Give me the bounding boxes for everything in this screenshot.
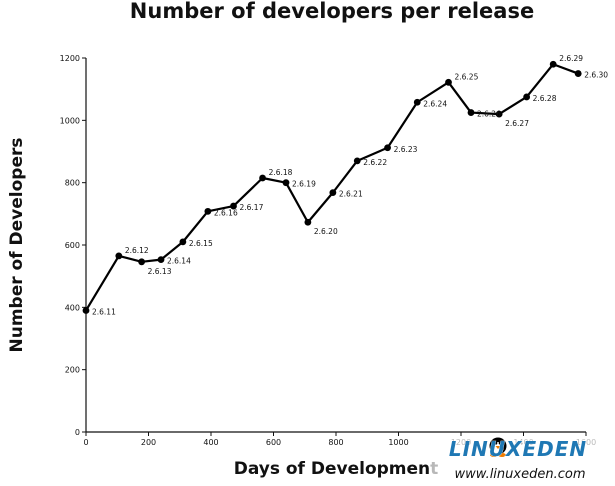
y-tick-label: 600 — [65, 241, 80, 250]
data-point-label: 2.6.29 — [559, 54, 583, 63]
x-tick-label: 0 — [83, 438, 88, 447]
series-layer — [85, 63, 579, 312]
data-point-label: 2.6.30 — [584, 71, 608, 80]
data-point-label: 2.6.20 — [314, 227, 338, 236]
data-point-label: 2.6.17 — [240, 203, 264, 212]
data-point — [329, 189, 337, 197]
data-point — [353, 157, 361, 165]
data-point — [523, 93, 531, 101]
data-point-label: 2.6.28 — [533, 94, 557, 103]
data-point — [138, 258, 146, 266]
data-point-label: 2.6.25 — [455, 72, 479, 81]
watermark-brand-text: LINUXEDEN — [449, 437, 587, 461]
watermark-backdrop — [430, 436, 612, 483]
data-point-label: 2.6.11 — [92, 307, 116, 316]
y-tick-label: 1000 — [60, 116, 80, 125]
data-point-label: 2.6.22 — [363, 158, 387, 167]
x-tick-label: 200 — [141, 438, 156, 447]
watermark-logo: LINUXEDEN www.linuxeden.com — [430, 436, 612, 483]
data-point-label: 2.6.21 — [339, 190, 363, 199]
data-point — [304, 218, 312, 226]
x-tick-label: 600 — [266, 438, 281, 447]
y-tick-label: 400 — [65, 303, 80, 312]
data-point — [82, 307, 90, 314]
data-point-label: 2.6.18 — [269, 168, 293, 177]
data-point-label: 2.6.26 — [477, 110, 501, 119]
data-point — [445, 78, 452, 86]
point-label-layer: 2.6.112.6.122.6.132.6.142.6.152.6.162.6.… — [92, 54, 608, 316]
data-point — [282, 179, 290, 187]
data-point-label: 2.6.13 — [148, 267, 172, 276]
data-point — [204, 207, 212, 215]
y-tick-label: 200 — [65, 366, 80, 375]
axes — [85, 58, 586, 433]
data-point-label: 2.6.24 — [423, 99, 447, 108]
y-tick-label: 0 — [75, 428, 80, 437]
data-point — [413, 98, 421, 106]
data-point-label: 2.6.23 — [394, 145, 418, 154]
y-tick-label: 800 — [65, 179, 80, 188]
data-point-label: 2.6.27 — [505, 119, 529, 128]
x-tick-label: 800 — [328, 438, 343, 447]
penguin-icon — [489, 437, 507, 457]
data-point — [495, 110, 503, 118]
data-point-label: 2.6.12 — [125, 246, 149, 255]
data-point — [230, 202, 237, 210]
y-axis-title: Number of Developers — [7, 138, 27, 353]
data-point-label: 2.6.15 — [189, 239, 213, 248]
data-point — [157, 256, 165, 264]
data-point — [115, 252, 123, 260]
x-tick-label: 1000 — [388, 438, 408, 447]
data-point — [259, 174, 266, 182]
data-point-label: 2.6.19 — [292, 180, 316, 189]
data-point — [179, 238, 187, 246]
watermark-url: www.linuxeden.com — [455, 467, 586, 482]
data-point-label: 2.6.14 — [167, 257, 191, 266]
data-point — [384, 144, 391, 152]
data-point-label: 2.6.16 — [214, 208, 238, 217]
data-point — [549, 60, 557, 68]
x-tick-label: 400 — [203, 438, 218, 447]
data-point — [467, 109, 475, 116]
data-point — [574, 70, 582, 77]
point-layer — [82, 60, 582, 314]
x-axis-title: Days of Development — [234, 459, 439, 479]
y-tick-label: 1200 — [60, 54, 80, 63]
series-line — [85, 63, 579, 312]
chart-title: Number of developers per release — [130, 0, 534, 23]
